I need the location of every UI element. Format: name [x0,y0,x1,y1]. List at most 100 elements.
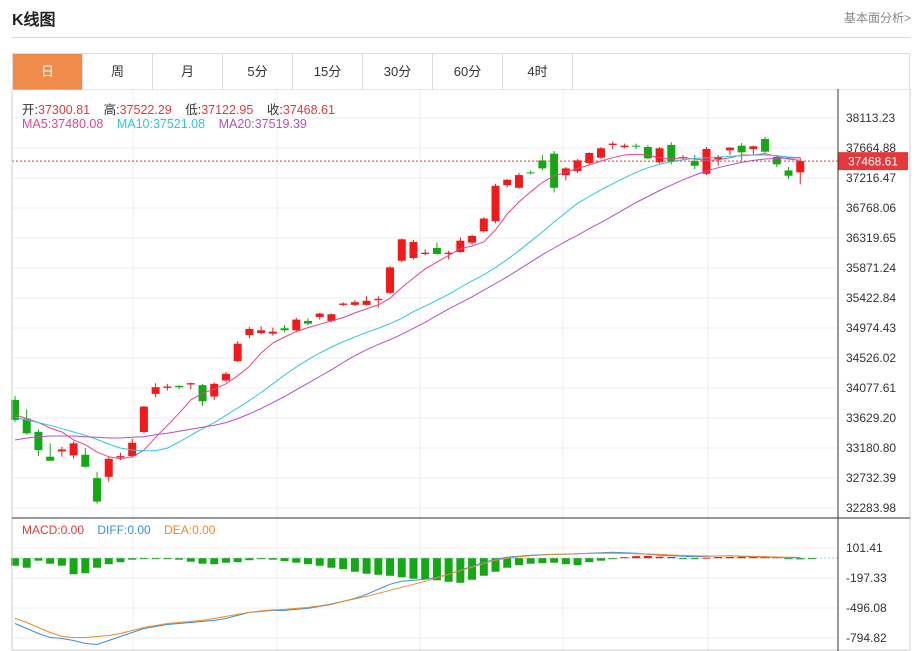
candle [81,448,90,468]
macd-bar [679,558,688,560]
ma5-value: 37480.08 [51,117,104,131]
candle-body [761,138,770,152]
tab-4hour[interactable]: 4时 [503,54,573,90]
low-value: 37122.95 [201,103,254,117]
candle [221,371,230,382]
chart-frame [11,89,911,651]
macd-bar [409,558,418,579]
candle-body [186,383,195,385]
candle [491,183,500,224]
candle-body [350,302,359,305]
macd-bar [514,558,523,566]
macd-value: 0.00 [60,523,85,537]
candle-body [304,320,312,324]
candle-body [81,454,90,467]
ohlc-readout: 开:37300.81 高:37522.29 低:37122.95 收:37468… [22,99,335,118]
macd-bar [608,558,617,560]
candle-body [479,218,488,232]
macd-bar [315,558,324,566]
tab-30min[interactable]: 30分 [363,54,433,90]
candle [514,173,523,189]
candle-body [432,248,441,255]
macd-bar [491,558,500,572]
candle-body [69,443,78,456]
candle-body [46,456,55,461]
candle [315,312,324,320]
macd-bar [69,558,78,575]
candle [432,242,441,255]
fundamental-analysis-link[interactable]: 基本面分析> [843,11,911,25]
tab-5min[interactable]: 5分 [223,54,293,90]
macd-bar [11,558,19,566]
macd-bar [304,558,312,565]
price-tick-label: 36319.65 [846,231,896,245]
candle-body [550,153,559,188]
macd-bar [221,558,230,563]
tab-day[interactable]: 日 [13,54,83,90]
candle [210,382,219,400]
candle-body [280,328,289,331]
candle-body [151,387,160,394]
macd-bar [655,556,664,559]
low-label: 低: [185,103,202,117]
candle-body [292,319,301,331]
open-value: 37300.81 [37,103,91,117]
macd-bar [245,558,254,561]
candle-body [491,185,500,222]
price-tick-label: 37216.47 [846,171,896,185]
candle-body [11,399,19,420]
tab-60min[interactable]: 60分 [433,54,503,90]
candle-body [175,385,184,388]
candle-body [655,148,664,163]
price-tick-label: 34974.43 [846,321,896,335]
candle [139,405,148,434]
candle-body [339,303,348,305]
candle-body [221,373,230,381]
candle [550,150,559,193]
candle-body [667,144,676,162]
ma10-value: 37521.08 [152,117,206,131]
candle [749,145,758,156]
macd-bar [186,558,195,562]
ma5-line [14,153,801,460]
candle [22,409,31,435]
macd-bar [643,555,652,559]
macd-bar [807,558,816,560]
open-label: 开: [22,103,38,117]
candle [350,300,359,307]
candle [69,441,78,459]
candle-body [128,442,137,457]
candle-body [573,160,582,172]
macd-bar [526,558,535,564]
macd-bar [163,558,172,560]
candle [561,167,570,181]
macd-bar [386,558,395,576]
macd-bar [573,558,582,566]
candle [268,327,277,336]
tab-15min[interactable]: 15分 [293,54,363,90]
candle [503,179,512,188]
tab-week[interactable]: 周 [83,54,153,90]
ma10-line [14,154,801,452]
macd-bar [210,558,219,565]
candle-body [468,235,477,243]
tab-month[interactable]: 月 [153,54,223,90]
macd-bar [725,556,734,559]
macd-bar [432,558,441,581]
macd_dea-line [14,552,801,638]
high-value: 37522.29 [119,103,172,117]
candle-body [725,147,734,151]
candle [597,146,605,160]
candle-body [737,145,746,153]
candle-body [139,406,148,432]
page-title: K线图 [12,12,56,29]
diff-value: 0.00 [127,523,151,537]
dea-value: 0.00 [192,523,216,537]
macd-bar [585,558,594,563]
candle-body [233,343,242,362]
candle [151,383,160,398]
macd-bar [784,558,793,560]
candlestick-chart[interactable]: 37468.61 38113.23 37664.88 37216.47 36768.0… [0,89,919,651]
candle-body [632,145,641,147]
candle [362,296,371,306]
